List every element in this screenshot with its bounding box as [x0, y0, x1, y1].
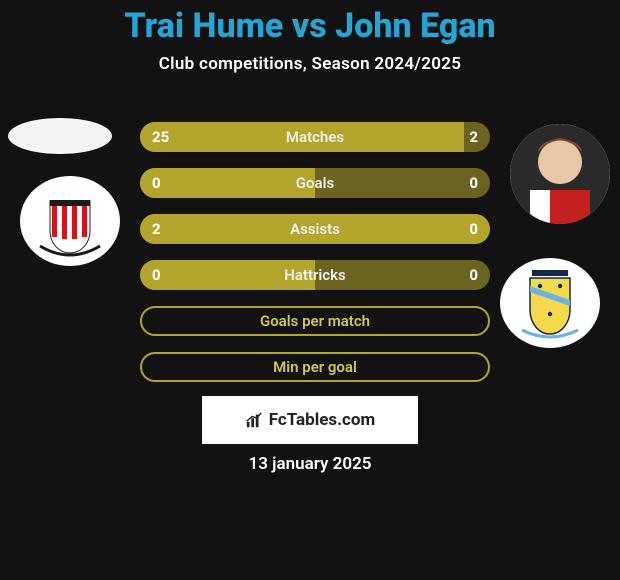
stat-row: Hattricks0 0: [140, 260, 490, 290]
footer-date: 13 january 2025: [0, 454, 620, 474]
player1-avatar: [8, 118, 112, 154]
stat-value-right: 2: [457, 122, 490, 152]
brand-icon: [245, 411, 263, 429]
subtitle: Club competitions, Season 2024/2025: [0, 54, 620, 74]
stat-label: Min per goal: [142, 354, 488, 380]
brand-text: FcTables.com: [269, 410, 375, 430]
stat-label: Goals: [140, 168, 490, 198]
stat-label: Goals per match: [142, 308, 488, 334]
stat-label: Hattricks: [140, 260, 490, 290]
club2-crest: [500, 258, 600, 348]
stat-value-left: 0: [140, 168, 173, 198]
stat-row: Min per goal: [140, 352, 490, 382]
page-title: Trai Hume vs John Egan: [0, 0, 620, 46]
stat-row: Goals per match: [140, 306, 490, 336]
stat-row: Goals0 0: [140, 168, 490, 198]
stat-row: Assists2 0: [140, 214, 490, 244]
stat-value-left: 25: [140, 122, 181, 152]
player2-name: John Egan: [335, 6, 495, 46]
stat-row: Matches25 2: [140, 122, 490, 152]
stat-value-left: 0: [140, 260, 173, 290]
player1-name: Trai Hume: [124, 6, 283, 46]
stat-label: Assists: [140, 214, 490, 244]
stat-value-left: 2: [140, 214, 173, 244]
vs-text: vs: [283, 6, 335, 46]
stat-value-right: 0: [457, 214, 490, 244]
stat-label: Matches: [140, 122, 490, 152]
player2-avatar: [510, 124, 610, 224]
stat-value-right: 0: [457, 260, 490, 290]
brand-footer: FcTables.com: [202, 396, 418, 444]
stat-value-right: 0: [457, 168, 490, 198]
stats-rows: Matches252Goals00Assists20Hattricks00Goa…: [140, 122, 490, 398]
club1-crest: [20, 176, 120, 266]
